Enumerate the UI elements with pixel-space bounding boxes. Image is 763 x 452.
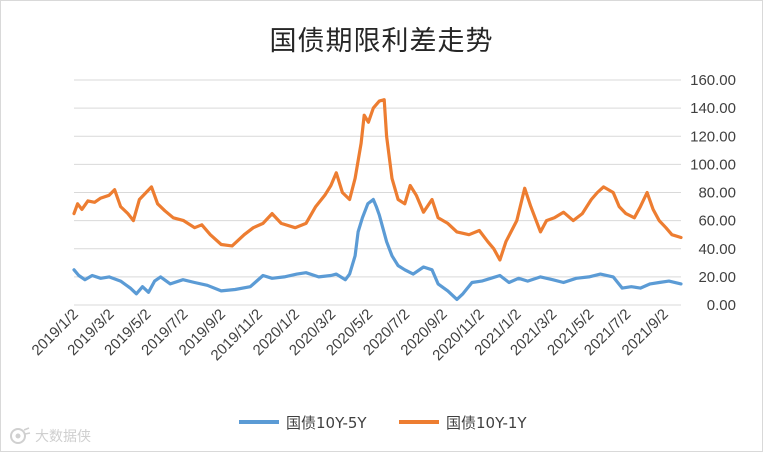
y-tick-label: 140.00 (690, 100, 736, 117)
y-axis-ticks: 0.00 20.00 40.00 60.00 80.00 100.00 120.00 140.… (690, 72, 736, 314)
watermark-text: 大数据侠 (35, 429, 91, 445)
watermark: 大数据侠 (9, 425, 91, 447)
y-tick-label: 0.00 (707, 297, 736, 314)
y-tick-label: 160.00 (690, 72, 736, 89)
gridlines (74, 79, 681, 306)
watermark-logo-icon (10, 427, 31, 444)
y-tick-label: 60.00 (698, 213, 736, 230)
x-axis-ticks: 2019/1/22019/3/22019/5/22019/7/22019/9/2… (29, 306, 672, 364)
y-tick-label: 80.00 (698, 185, 736, 202)
series-lines (72, 98, 683, 301)
y-tick-label: 40.00 (698, 241, 736, 258)
y-tick-label: 20.00 (698, 269, 736, 286)
series-line-10y-1y (72, 98, 683, 262)
y-tick-label: 100.00 (690, 156, 736, 173)
chart-title: 国债期限利差走势 (269, 26, 494, 57)
legend-label: 国债10Y-5Y (286, 414, 367, 432)
legend: 国债10Y-5Y 国债10Y-1Y (239, 414, 527, 432)
y-tick-label: 120.00 (690, 128, 736, 145)
legend-label: 国债10Y-1Y (446, 414, 527, 432)
series-line-10y-5y (72, 197, 683, 301)
